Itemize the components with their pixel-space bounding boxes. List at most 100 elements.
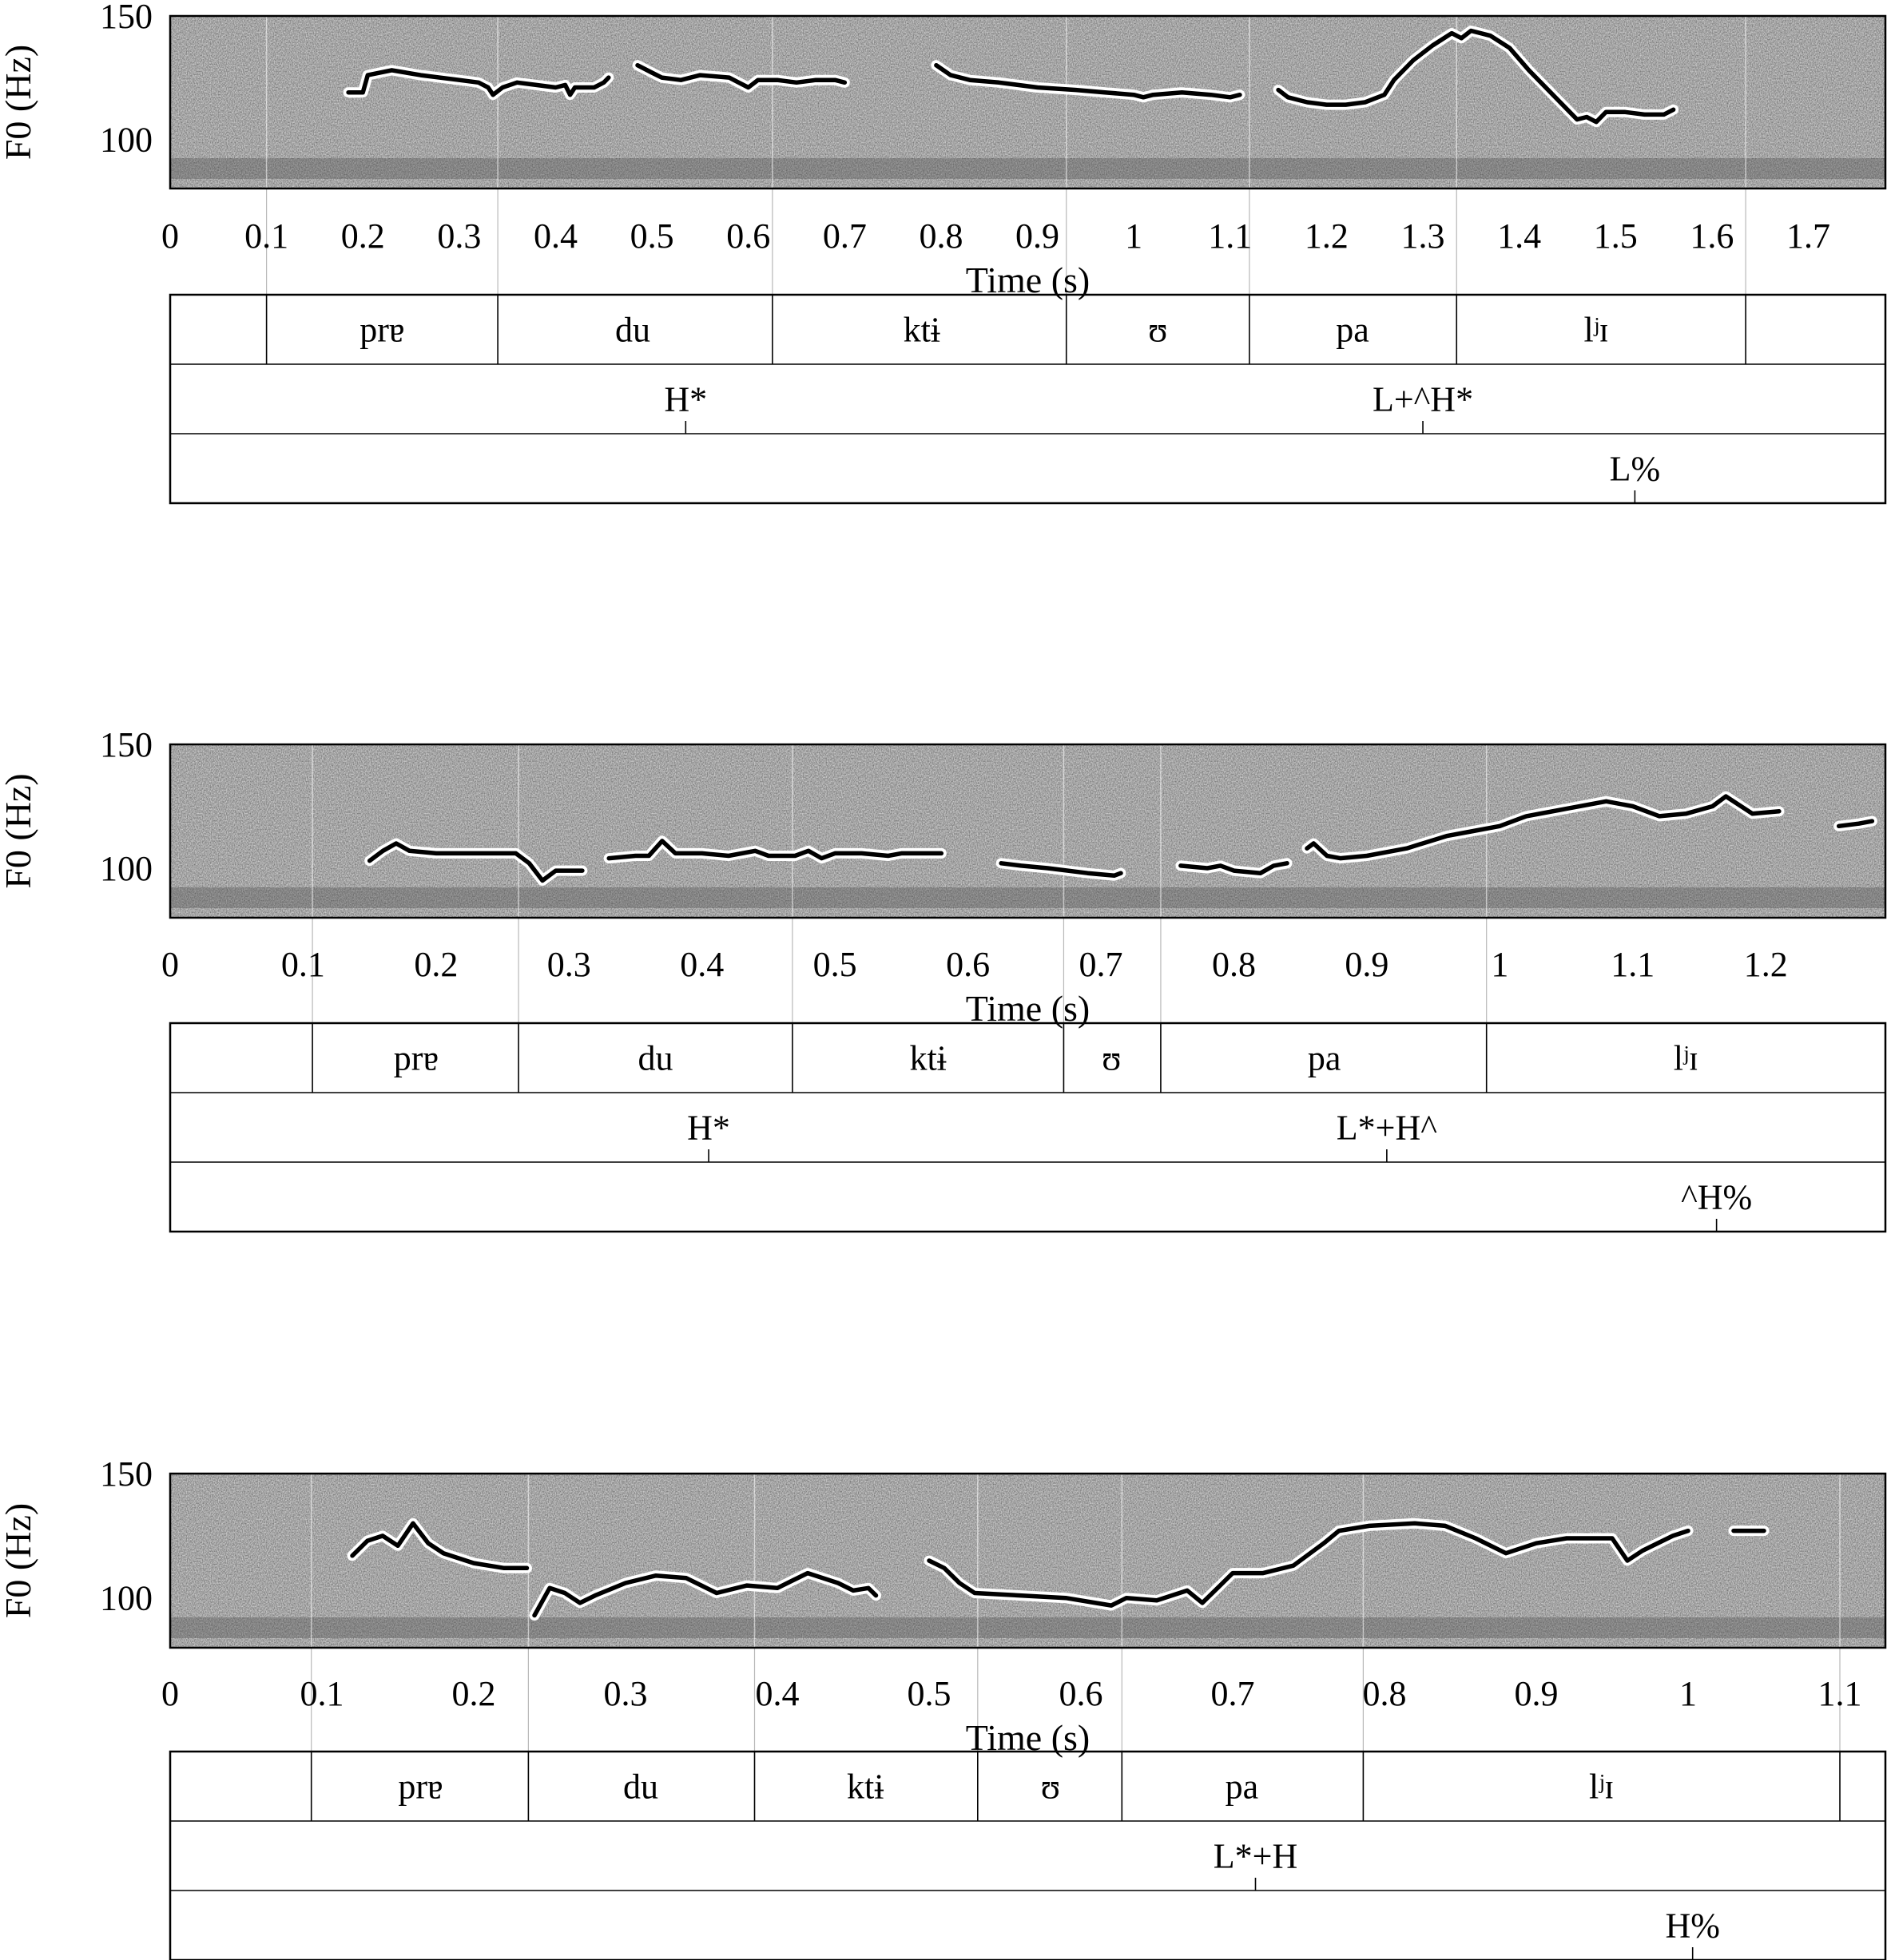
x-axis-title: Time (s) bbox=[966, 988, 1090, 1029]
f0-segment bbox=[999, 861, 1123, 879]
x-tick-label: 1.2 bbox=[1305, 216, 1349, 256]
x-tick-label: 0.9 bbox=[1345, 945, 1388, 984]
x-tick-label: 0.6 bbox=[946, 945, 990, 984]
boundary-tone-label: L% bbox=[1610, 450, 1661, 489]
x-tick-label: 0.2 bbox=[341, 216, 385, 256]
boundary-tone-label: H% bbox=[1665, 1906, 1719, 1946]
x-tick-label: 0.5 bbox=[908, 1674, 951, 1713]
syllable-label: du bbox=[623, 1768, 658, 1807]
x-tick-label: 0.8 bbox=[919, 216, 963, 256]
syllable-label: pa bbox=[1226, 1768, 1259, 1807]
annotation-tiers: prɐ du ktɨ ʊ pa lʲɪ H* L*+H^ ^H% bbox=[169, 1022, 1887, 1233]
syllable-label: lʲɪ bbox=[1674, 1039, 1698, 1078]
syllable-label: du bbox=[638, 1039, 673, 1078]
x-tick-label: 1.5 bbox=[1594, 216, 1638, 256]
y-axis-title: F0 (Hz) bbox=[0, 773, 38, 888]
x-tick-label: 0.9 bbox=[1515, 1674, 1559, 1713]
y-axis-title: F0 (Hz) bbox=[0, 1503, 38, 1618]
f0-contour bbox=[364, 791, 1877, 886]
syllable-label: prɐ bbox=[398, 1768, 443, 1807]
y-tick-label: 100 bbox=[100, 120, 153, 159]
syllable-label: ʊ bbox=[1148, 311, 1167, 350]
tier-frame bbox=[169, 1022, 1887, 1233]
syllable-label: ʊ bbox=[1102, 1039, 1121, 1078]
spectrogram-background bbox=[170, 744, 1885, 918]
x-tick-label: 1.1 bbox=[1208, 216, 1252, 256]
tier-frame bbox=[169, 293, 1887, 505]
f0-segment bbox=[367, 841, 585, 883]
pitch-accent-label: H* bbox=[664, 380, 707, 419]
x-tick-label: 0.9 bbox=[1015, 216, 1059, 256]
x-tick-label: 0.6 bbox=[726, 216, 770, 256]
panel-2: 150 100 F0 (Hz) 0 0.1 0.2 0.3 0.4 0.5 0.6 0.7 0.8 0.… bbox=[0, 725, 1887, 1233]
x-tick-label: 0 bbox=[161, 945, 179, 984]
f0-segment bbox=[1305, 794, 1782, 861]
x-tick-label: 1 bbox=[1125, 216, 1142, 256]
x-tick-label: 1 bbox=[1679, 1674, 1697, 1713]
f0-segment bbox=[635, 62, 848, 90]
y-axis-title: F0 (Hz) bbox=[0, 45, 38, 160]
x-axis-title: Time (s) bbox=[966, 260, 1090, 300]
x-tick-label: 0.2 bbox=[414, 945, 458, 984]
f0-contour bbox=[347, 1518, 1770, 1621]
y-tick-label: 150 bbox=[100, 0, 153, 36]
x-tick-label: 1.7 bbox=[1786, 216, 1830, 256]
pitch-accent-label: L+^H* bbox=[1373, 380, 1473, 419]
x-tick-label: 0.7 bbox=[1211, 1674, 1255, 1713]
pitch-accent-label: H* bbox=[687, 1109, 730, 1148]
x-tick-label: 0.1 bbox=[244, 216, 288, 256]
x-tick-label: 0.8 bbox=[1212, 945, 1256, 984]
f0-segment bbox=[927, 1521, 1690, 1608]
y-tick-label: 150 bbox=[100, 725, 153, 764]
y-tick-label: 100 bbox=[100, 849, 153, 888]
x-tick-label: 1.6 bbox=[1690, 216, 1734, 256]
x-tick-label: 0.3 bbox=[604, 1674, 648, 1713]
panel-3: 150 100 F0 (Hz) 0 0.1 0.2 0.3 0.4 0.5 0.6 0.7 0.8 0.… bbox=[0, 1454, 1887, 1960]
tier-frame bbox=[169, 1750, 1887, 1960]
pitch-accent-label: L*+H bbox=[1214, 1837, 1297, 1876]
x-tick-label: 0.7 bbox=[1079, 945, 1123, 984]
syllable-label: pa bbox=[1336, 311, 1369, 350]
x-tick-label: 0.3 bbox=[547, 945, 591, 984]
x-tick-label: 0.1 bbox=[281, 945, 325, 984]
f0-contour bbox=[343, 26, 1679, 128]
annotation-tiers: prɐ du ktɨ ʊ pa lʲɪ L*+H H% bbox=[169, 1750, 1887, 1960]
x-tick-label: 1.1 bbox=[1818, 1674, 1862, 1713]
syllable-label: ktɨ bbox=[847, 1768, 884, 1807]
x-tick-label: 0.5 bbox=[813, 945, 857, 984]
f0-segment bbox=[532, 1570, 879, 1618]
spectrogram-background bbox=[170, 16, 1885, 188]
y-tick-label: 150 bbox=[100, 1454, 153, 1494]
syllable-label: du bbox=[615, 311, 650, 350]
x-tick-label: 0.4 bbox=[680, 945, 724, 984]
syllable-label: prɐ bbox=[394, 1039, 439, 1078]
x-tick-label: 1.1 bbox=[1611, 945, 1655, 984]
pitch-accent-label: L*+H^ bbox=[1337, 1109, 1437, 1148]
f0-segment bbox=[606, 839, 944, 861]
x-tick-label: 0.8 bbox=[1363, 1674, 1407, 1713]
x-tick-label: 0 bbox=[161, 1674, 179, 1713]
x-tick-label: 0 bbox=[161, 216, 179, 256]
f0-segment bbox=[346, 68, 611, 97]
f0-segment bbox=[1836, 819, 1875, 829]
f0-segment bbox=[350, 1521, 530, 1571]
x-tick-label: 0.7 bbox=[823, 216, 867, 256]
f0-segment bbox=[934, 62, 1242, 100]
syllable-label: prɐ bbox=[360, 311, 404, 350]
f0-segment bbox=[1178, 861, 1289, 875]
syllable-label: ʊ bbox=[1041, 1768, 1060, 1807]
x-tick-label: 0.4 bbox=[534, 216, 578, 256]
x-tick-label: 1.4 bbox=[1497, 216, 1541, 256]
x-tick-label: 0.4 bbox=[756, 1674, 800, 1713]
syllable-label: pa bbox=[1308, 1039, 1341, 1078]
x-tick-label: 1 bbox=[1491, 945, 1508, 984]
plot-frame bbox=[169, 14, 1887, 190]
plot-frame bbox=[169, 1472, 1887, 1649]
x-tick-label: 0.6 bbox=[1059, 1674, 1103, 1713]
x-tick-label: 0.2 bbox=[452, 1674, 496, 1713]
plot-frame bbox=[169, 743, 1887, 919]
f0-segment bbox=[1276, 28, 1676, 125]
syllable-label: lʲɪ bbox=[1589, 1768, 1614, 1807]
x-tick-label: 0.1 bbox=[300, 1674, 344, 1713]
